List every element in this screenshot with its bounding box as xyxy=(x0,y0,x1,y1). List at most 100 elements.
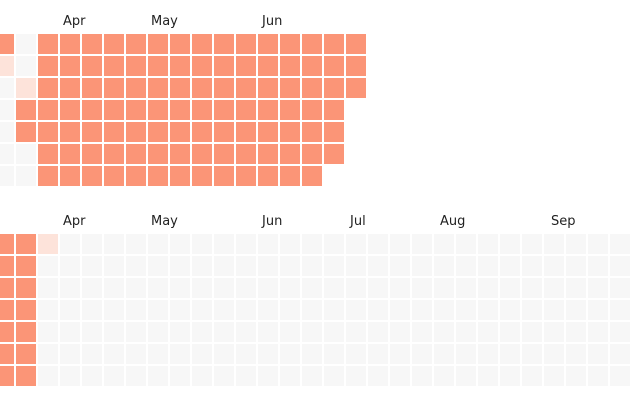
day-cell[interactable] xyxy=(38,166,58,186)
day-cell[interactable] xyxy=(346,34,366,54)
day-cell[interactable] xyxy=(38,122,58,142)
day-cell[interactable] xyxy=(82,100,102,120)
day-cell[interactable] xyxy=(434,278,454,298)
day-cell[interactable] xyxy=(500,278,520,298)
day-cell[interactable] xyxy=(258,344,278,364)
day-cell[interactable] xyxy=(324,234,344,254)
day-cell[interactable] xyxy=(456,278,476,298)
day-cell[interactable] xyxy=(236,278,256,298)
day-cell[interactable] xyxy=(38,366,58,386)
day-cell[interactable] xyxy=(302,278,322,298)
day-cell[interactable] xyxy=(566,256,586,276)
day-cell[interactable] xyxy=(214,122,234,142)
day-cell[interactable] xyxy=(126,344,146,364)
day-cell[interactable] xyxy=(434,366,454,386)
day-cell[interactable] xyxy=(302,234,322,254)
day-cell[interactable] xyxy=(82,300,102,320)
day-cell[interactable] xyxy=(148,366,168,386)
day-cell[interactable] xyxy=(148,166,168,186)
day-cell[interactable] xyxy=(82,56,102,76)
day-cell[interactable] xyxy=(412,300,432,320)
day-cell[interactable] xyxy=(368,234,388,254)
day-cell[interactable] xyxy=(302,366,322,386)
day-cell[interactable] xyxy=(258,122,278,142)
day-cell[interactable] xyxy=(368,366,388,386)
day-cell[interactable] xyxy=(0,34,14,54)
day-cell[interactable] xyxy=(38,278,58,298)
day-cell[interactable] xyxy=(192,322,212,342)
day-cell[interactable] xyxy=(412,234,432,254)
day-cell[interactable] xyxy=(544,278,564,298)
day-cell[interactable] xyxy=(456,322,476,342)
day-cell[interactable] xyxy=(566,278,586,298)
day-cell[interactable] xyxy=(302,322,322,342)
day-cell[interactable] xyxy=(434,322,454,342)
day-cell[interactable] xyxy=(60,78,80,98)
day-cell[interactable] xyxy=(456,234,476,254)
day-cell[interactable] xyxy=(236,78,256,98)
day-cell[interactable] xyxy=(610,300,630,320)
day-cell[interactable] xyxy=(456,256,476,276)
day-cell[interactable] xyxy=(456,344,476,364)
day-cell[interactable] xyxy=(126,166,146,186)
day-cell[interactable] xyxy=(16,166,36,186)
day-cell[interactable] xyxy=(478,234,498,254)
day-cell[interactable] xyxy=(16,256,36,276)
day-cell[interactable] xyxy=(280,256,300,276)
day-cell[interactable] xyxy=(588,278,608,298)
day-cell[interactable] xyxy=(258,78,278,98)
day-cell[interactable] xyxy=(236,322,256,342)
day-cell[interactable] xyxy=(280,100,300,120)
day-cell[interactable] xyxy=(38,34,58,54)
day-cell[interactable] xyxy=(522,234,542,254)
day-cell[interactable] xyxy=(60,34,80,54)
day-cell[interactable] xyxy=(60,56,80,76)
day-cell[interactable] xyxy=(16,344,36,364)
day-cell[interactable] xyxy=(500,234,520,254)
day-cell[interactable] xyxy=(104,122,124,142)
day-cell[interactable] xyxy=(16,322,36,342)
day-cell[interactable] xyxy=(302,34,322,54)
day-cell[interactable] xyxy=(192,344,212,364)
day-cell[interactable] xyxy=(104,366,124,386)
day-cell[interactable] xyxy=(60,144,80,164)
day-cell[interactable] xyxy=(0,256,14,276)
day-cell[interactable] xyxy=(170,78,190,98)
day-cell[interactable] xyxy=(192,100,212,120)
day-cell[interactable] xyxy=(104,344,124,364)
day-cell[interactable] xyxy=(192,234,212,254)
day-cell[interactable] xyxy=(478,256,498,276)
day-cell[interactable] xyxy=(214,278,234,298)
day-cell[interactable] xyxy=(280,278,300,298)
day-cell[interactable] xyxy=(126,78,146,98)
day-cell[interactable] xyxy=(588,366,608,386)
day-cell[interactable] xyxy=(324,300,344,320)
day-cell[interactable] xyxy=(214,344,234,364)
day-cell[interactable] xyxy=(236,166,256,186)
day-cell[interactable] xyxy=(588,234,608,254)
day-cell[interactable] xyxy=(390,256,410,276)
day-cell[interactable] xyxy=(258,322,278,342)
day-cell[interactable] xyxy=(104,322,124,342)
day-cell[interactable] xyxy=(500,322,520,342)
day-cell[interactable] xyxy=(588,322,608,342)
day-cell[interactable] xyxy=(148,278,168,298)
day-cell[interactable] xyxy=(236,256,256,276)
day-cell[interactable] xyxy=(38,344,58,364)
day-cell[interactable] xyxy=(170,322,190,342)
day-cell[interactable] xyxy=(60,122,80,142)
day-cell[interactable] xyxy=(566,366,586,386)
day-cell[interactable] xyxy=(16,56,36,76)
day-cell[interactable] xyxy=(478,300,498,320)
day-cell[interactable] xyxy=(170,144,190,164)
day-cell[interactable] xyxy=(324,322,344,342)
day-cell[interactable] xyxy=(610,344,630,364)
day-cell[interactable] xyxy=(610,322,630,342)
day-cell[interactable] xyxy=(16,234,36,254)
day-cell[interactable] xyxy=(82,278,102,298)
day-cell[interactable] xyxy=(104,234,124,254)
day-cell[interactable] xyxy=(412,278,432,298)
day-cell[interactable] xyxy=(302,122,322,142)
day-cell[interactable] xyxy=(390,322,410,342)
day-cell[interactable] xyxy=(0,78,14,98)
